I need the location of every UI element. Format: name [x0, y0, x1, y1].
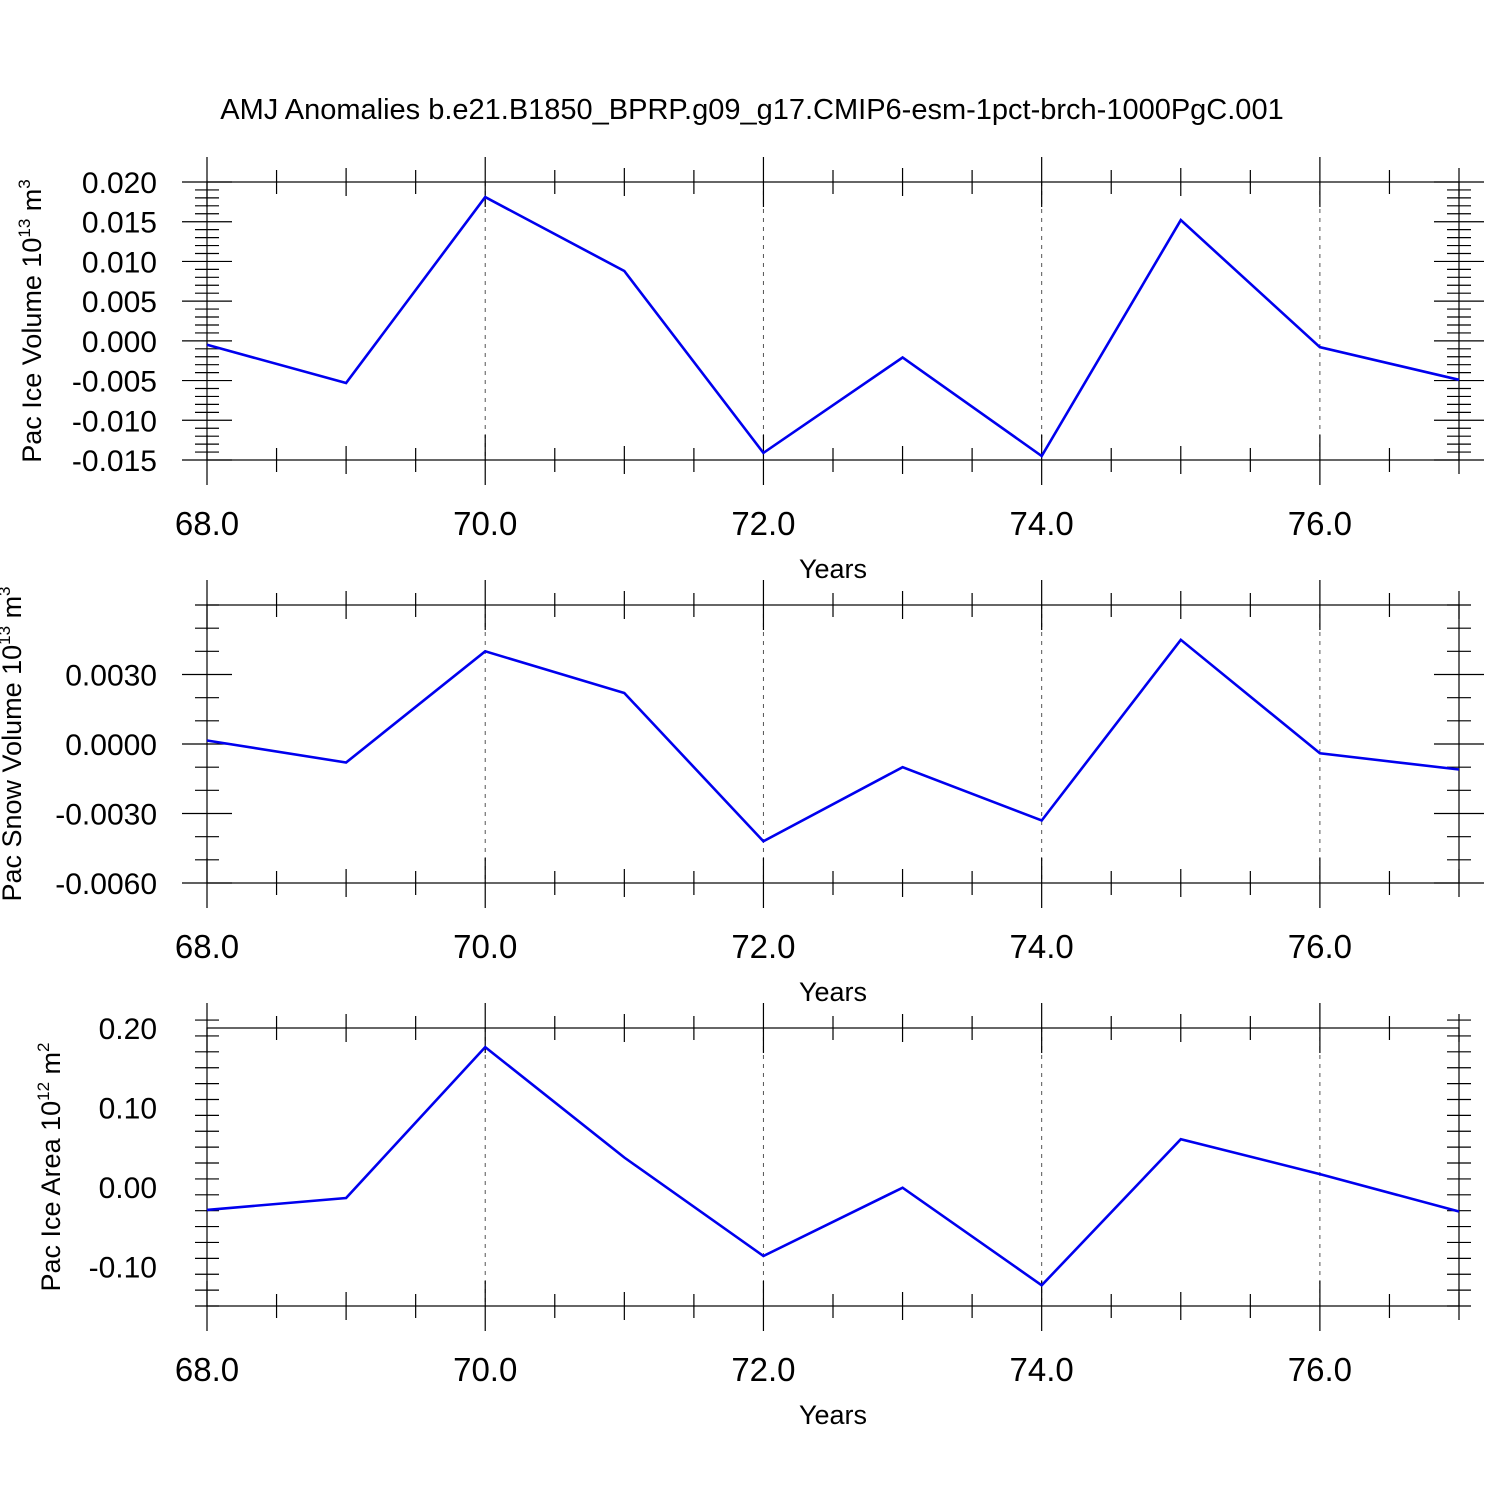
panel-3: 68.0 70.0 72.0 74.0 76.0 Years -0.10 0.00 0.10 0.… [34, 1003, 1471, 1430]
series-line [206, 637, 1460, 843]
y-tick-label: -0.005 [72, 366, 157, 399]
x-axis-label: Years [799, 1400, 867, 1430]
y-tick-label: 0.010 [82, 246, 157, 279]
x-tick-label: 76.0 [1288, 505, 1352, 542]
x-tick-label: 68.0 [175, 505, 239, 542]
x-tick-label: 68.0 [175, 1351, 239, 1388]
x-tick-label: 76.0 [1288, 1351, 1352, 1388]
y-tick-label: 0.015 [82, 207, 157, 240]
y-tick-label: -0.0030 [55, 799, 157, 832]
y-axis-label-unit-exponent: 3 [0, 586, 14, 595]
y-tick-label: 0.0000 [65, 729, 157, 762]
x-axis-label: Years [799, 554, 867, 584]
y-axis-label: Pac Ice Volume 1013 m3 [15, 179, 47, 463]
panels: 68.0 70.0 72.0 74.0 76.0 Years -0.015 -0.010 -0.… [0, 157, 1484, 1430]
y-tick-label: 0.00 [99, 1172, 157, 1205]
series-line [206, 195, 1460, 458]
x-tick-label: 70.0 [453, 1351, 517, 1388]
panel-2: 68.0 70.0 72.0 74.0 76.0 Years -0.0060 -0.0030 0… [0, 580, 1484, 1007]
y-tick-label: 0.10 [99, 1092, 157, 1125]
y-tick-label: 0.0030 [65, 660, 157, 693]
x-tick-label: 72.0 [731, 505, 795, 542]
x-tick-label: 74.0 [1010, 928, 1074, 965]
plot-frame [206, 604, 1460, 884]
y-tick-label: 0.000 [82, 326, 157, 359]
x-tick-label: 76.0 [1288, 928, 1352, 965]
x-tick-label: 68.0 [175, 928, 239, 965]
chart-title: AMJ Anomalies b.e21.B1850_BPRP.g09_g17.C… [220, 94, 1283, 126]
x-tick-label: 70.0 [453, 505, 517, 542]
plot-frame [206, 181, 1460, 461]
y-tick-label: -0.010 [72, 405, 157, 438]
panel-1: 68.0 70.0 72.0 74.0 76.0 Years -0.015 -0.010 -0.… [15, 157, 1484, 584]
x-axis-label: Years [799, 977, 867, 1007]
y-axis-label-unit: m [0, 596, 27, 626]
y-axis-label: Pac Ice Area 1012 m2 [34, 1042, 66, 1291]
y-axis-label: Pac Snow Volume 1013 m3 [0, 586, 27, 901]
y-tick-label: 0.005 [82, 286, 157, 319]
y-axis-label-main: Pac Ice Area 10 [36, 1101, 66, 1292]
x-tick-label: 72.0 [731, 1351, 795, 1388]
y-tick-label: -0.015 [72, 445, 157, 478]
x-tick-label: 72.0 [731, 928, 795, 965]
y-axis-label-unit-exponent: 2 [34, 1042, 53, 1051]
y-tick-label: 0.020 [82, 167, 157, 200]
y-axis-label-unit: m [36, 1052, 66, 1082]
y-tick-label: 0.20 [99, 1013, 157, 1046]
y-axis-label-main: Pac Snow Volume 10 [0, 645, 27, 902]
x-tick-label: 74.0 [1010, 1351, 1074, 1388]
y-axis-label-unit: m [17, 189, 47, 219]
y-axis-label-unit-exponent: 3 [15, 179, 34, 188]
y-axis-label-exponent: 13 [15, 219, 34, 238]
plot-frame [206, 1027, 1460, 1307]
y-axis-label-main: Pac Ice Volume 10 [17, 238, 47, 463]
y-axis-label-exponent: 13 [0, 626, 14, 645]
y-tick-label: -0.0060 [55, 868, 157, 901]
y-tick-label: -0.10 [89, 1251, 157, 1284]
x-tick-label: 74.0 [1010, 505, 1074, 542]
series-line [206, 1045, 1460, 1288]
y-axis-label-exponent: 12 [34, 1082, 53, 1101]
x-tick-label: 70.0 [453, 928, 517, 965]
